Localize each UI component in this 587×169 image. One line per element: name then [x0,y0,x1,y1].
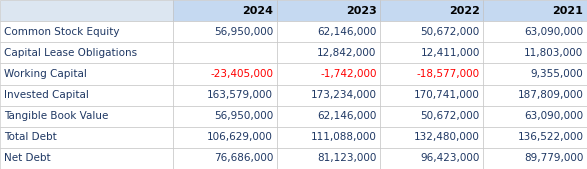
Bar [0,127,173,148]
Bar [276,127,380,148]
Text: 2022: 2022 [449,6,480,16]
Text: 81,123,000: 81,123,000 [317,153,376,163]
Text: Total Debt: Total Debt [4,132,57,142]
Text: 187,809,000: 187,809,000 [518,90,583,100]
Text: 2023: 2023 [346,6,376,16]
Bar [173,63,276,84]
Text: 62,146,000: 62,146,000 [317,27,376,37]
Text: 170,741,000: 170,741,000 [414,90,480,100]
Bar [380,42,484,63]
Bar [0,0,173,21]
Text: 76,686,000: 76,686,000 [214,153,273,163]
Text: 62,146,000: 62,146,000 [317,111,376,121]
Text: 2024: 2024 [242,6,273,16]
Text: 132,480,000: 132,480,000 [414,132,480,142]
Text: Tangible Book Value: Tangible Book Value [4,111,109,121]
Bar [173,42,276,63]
Text: 56,950,000: 56,950,000 [214,111,273,121]
Bar [276,63,380,84]
Text: Invested Capital: Invested Capital [4,90,89,100]
Text: -23,405,000: -23,405,000 [210,69,273,79]
Text: 50,672,000: 50,672,000 [421,27,480,37]
Bar [380,148,484,169]
Text: 11,803,000: 11,803,000 [524,48,583,58]
Bar [484,84,587,106]
Bar [484,21,587,42]
Bar [173,21,276,42]
Bar [380,0,484,21]
Bar [380,84,484,106]
Bar [484,148,587,169]
Text: 12,411,000: 12,411,000 [420,48,480,58]
Text: 173,234,000: 173,234,000 [311,90,376,100]
Text: 89,779,000: 89,779,000 [524,153,583,163]
Bar [173,0,276,21]
Text: Common Stock Equity: Common Stock Equity [4,27,120,37]
Text: 136,522,000: 136,522,000 [517,132,583,142]
Text: Capital Lease Obligations: Capital Lease Obligations [4,48,137,58]
Text: 2021: 2021 [552,6,583,16]
Text: -18,577,000: -18,577,000 [417,69,480,79]
Text: 106,629,000: 106,629,000 [207,132,273,142]
Bar [484,42,587,63]
Bar [0,148,173,169]
Bar [173,84,276,106]
Bar [276,21,380,42]
Text: 111,088,000: 111,088,000 [311,132,376,142]
Bar [173,148,276,169]
Text: Working Capital: Working Capital [4,69,87,79]
Text: 50,672,000: 50,672,000 [421,111,480,121]
Text: 12,842,000: 12,842,000 [317,48,376,58]
Text: 56,950,000: 56,950,000 [214,27,273,37]
Bar [484,106,587,127]
Text: 163,579,000: 163,579,000 [207,90,273,100]
Bar [0,84,173,106]
Bar [276,84,380,106]
Bar [0,42,173,63]
Bar [276,106,380,127]
Bar [380,21,484,42]
Bar [380,63,484,84]
Bar [484,127,587,148]
Bar [276,148,380,169]
Bar [380,127,484,148]
Text: 9,355,000: 9,355,000 [531,69,583,79]
Text: Net Debt: Net Debt [4,153,50,163]
Text: 63,090,000: 63,090,000 [524,111,583,121]
Bar [484,0,587,21]
Bar [484,63,587,84]
Bar [380,106,484,127]
Bar [0,63,173,84]
Bar [276,42,380,63]
Bar [276,0,380,21]
Bar [173,106,276,127]
Text: -1,742,000: -1,742,000 [320,69,376,79]
Text: 96,423,000: 96,423,000 [420,153,480,163]
Bar [173,127,276,148]
Bar [0,21,173,42]
Text: 63,090,000: 63,090,000 [524,27,583,37]
Bar [0,106,173,127]
